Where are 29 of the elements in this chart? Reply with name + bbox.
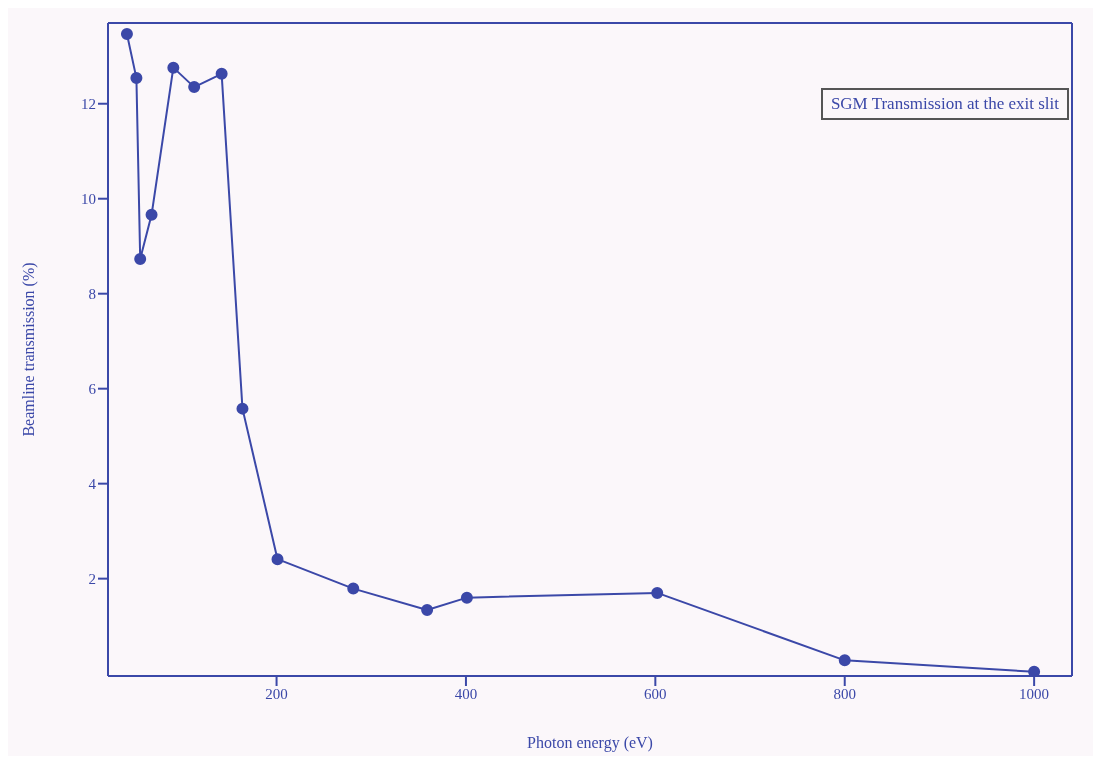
x-tick-label: 800	[833, 685, 856, 702]
annotation: SGM Transmission at the exit slit	[820, 88, 1069, 120]
point	[1028, 665, 1041, 676]
x-tick-label: 1000	[1019, 685, 1050, 702]
y-axis-title: Beamline transmission (%)	[19, 262, 38, 437]
point	[130, 72, 143, 85]
point	[167, 61, 180, 74]
x-axis-title: Photon energy (eV)	[527, 734, 653, 752]
x-tick-label: 200	[265, 685, 288, 702]
point	[347, 582, 360, 595]
point	[236, 402, 249, 415]
y-tick-label: 6	[88, 381, 97, 398]
y-tick-label: 2	[88, 570, 96, 587]
y-tick-label: 4	[88, 475, 97, 492]
y-tick-label: 8	[88, 286, 96, 303]
point	[651, 586, 664, 599]
point	[215, 67, 228, 80]
point	[421, 603, 434, 616]
x-tick-label: 400	[454, 685, 478, 702]
point	[271, 553, 284, 566]
point	[188, 81, 201, 94]
point	[460, 591, 473, 604]
y-tick-label: 10	[81, 191, 96, 208]
y-tick-label: 12	[81, 96, 96, 113]
point	[838, 654, 851, 667]
point	[134, 253, 147, 266]
x-tick-label: 600	[644, 685, 667, 702]
point	[145, 208, 158, 221]
point	[120, 27, 133, 40]
